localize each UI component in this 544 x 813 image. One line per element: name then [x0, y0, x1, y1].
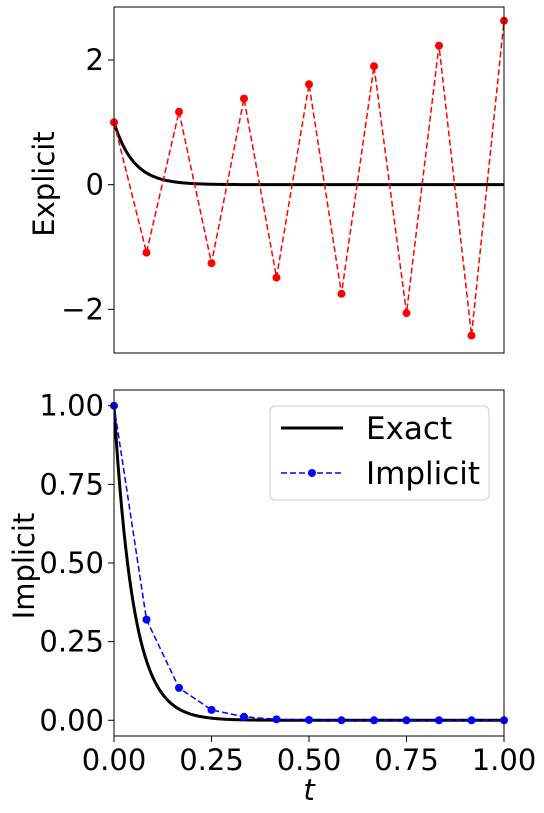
- implicit-y-tick-label: 0.00: [39, 703, 104, 737]
- implicit-x-tick-label: 0.50: [277, 743, 342, 777]
- explicit-panel: −2 0 2 Explicit: [27, 6, 508, 354]
- implicit-panel: 0.00 0.25 0.50 0.75 1.00 0.00 0.25 0.50 0.75 1.0…: [7, 389, 536, 807]
- implicit-x-tick-label: 1.00: [472, 743, 537, 777]
- explicit-explicit-point: [142, 248, 151, 257]
- implicit-implicit-point: [305, 715, 313, 724]
- implicit-y-tick-label: 0.75: [39, 467, 104, 501]
- explicit-explicit-point: [467, 331, 476, 340]
- explicit-y-axis-label: Explicit: [27, 131, 61, 236]
- implicit-y-tick-label: 0.50: [39, 546, 104, 580]
- explicit-y-tick-label: 0: [86, 168, 104, 202]
- explicit-explicit-point: [370, 62, 379, 71]
- legend: Exact Implicit: [269, 405, 490, 501]
- implicit-implicit-point: [142, 615, 151, 624]
- explicit-y-tick-label: 2: [86, 43, 104, 77]
- implicit-y-tick-label: 1.00: [39, 389, 104, 423]
- explicit-explicit-point: [337, 289, 346, 298]
- implicit-x-tick-label: 0.75: [374, 743, 439, 777]
- explicit-explicit-point: [402, 309, 411, 318]
- explicit-explicit-point: [434, 41, 443, 50]
- implicit-implicit-point: [272, 715, 281, 724]
- explicit-exact-line: [114, 121, 504, 187]
- implicit-x-tick-label: 0.25: [179, 743, 244, 777]
- implicit-implicit-point: [370, 716, 379, 725]
- explicit-explicit-point: [207, 259, 216, 268]
- explicit-explicit-point: [239, 94, 248, 103]
- implicit-implicit-point: [434, 716, 443, 725]
- implicit-y-tick-label: 0.25: [39, 625, 104, 659]
- implicit-x-ticks: 0.00 0.25 0.50 0.75 1.00: [82, 736, 537, 777]
- explicit-explicit-point: [305, 80, 313, 89]
- legend-exact-label: Exact: [366, 411, 452, 447]
- implicit-x-tick-label: 0.00: [82, 743, 147, 777]
- implicit-y-axis-label: Implicit: [7, 513, 41, 620]
- implicit-y-ticks: 0.00 0.25 0.50 0.75 1.00: [39, 389, 114, 737]
- explicit-axes-frame: [113, 6, 505, 354]
- explicit-y-ticks: −2 0 2: [61, 43, 114, 326]
- implicit-implicit-point: [207, 705, 216, 714]
- explicit-y-tick-label: −2: [61, 292, 104, 326]
- implicit-implicit-point: [402, 716, 411, 725]
- implicit-implicit-point: [175, 683, 184, 692]
- implicit-implicit-point: [467, 716, 476, 725]
- implicit-plot-markers: [110, 401, 508, 725]
- implicit-implicit-point: [239, 712, 248, 721]
- implicit-implicit-point: [337, 716, 346, 725]
- explicit-explicit-point: [175, 107, 184, 116]
- legend-implicit-label: Implicit: [366, 456, 480, 492]
- explicit-explicit-point: [272, 273, 281, 282]
- legend-implicit-marker: [308, 469, 316, 477]
- x-axis-label: t: [303, 773, 316, 807]
